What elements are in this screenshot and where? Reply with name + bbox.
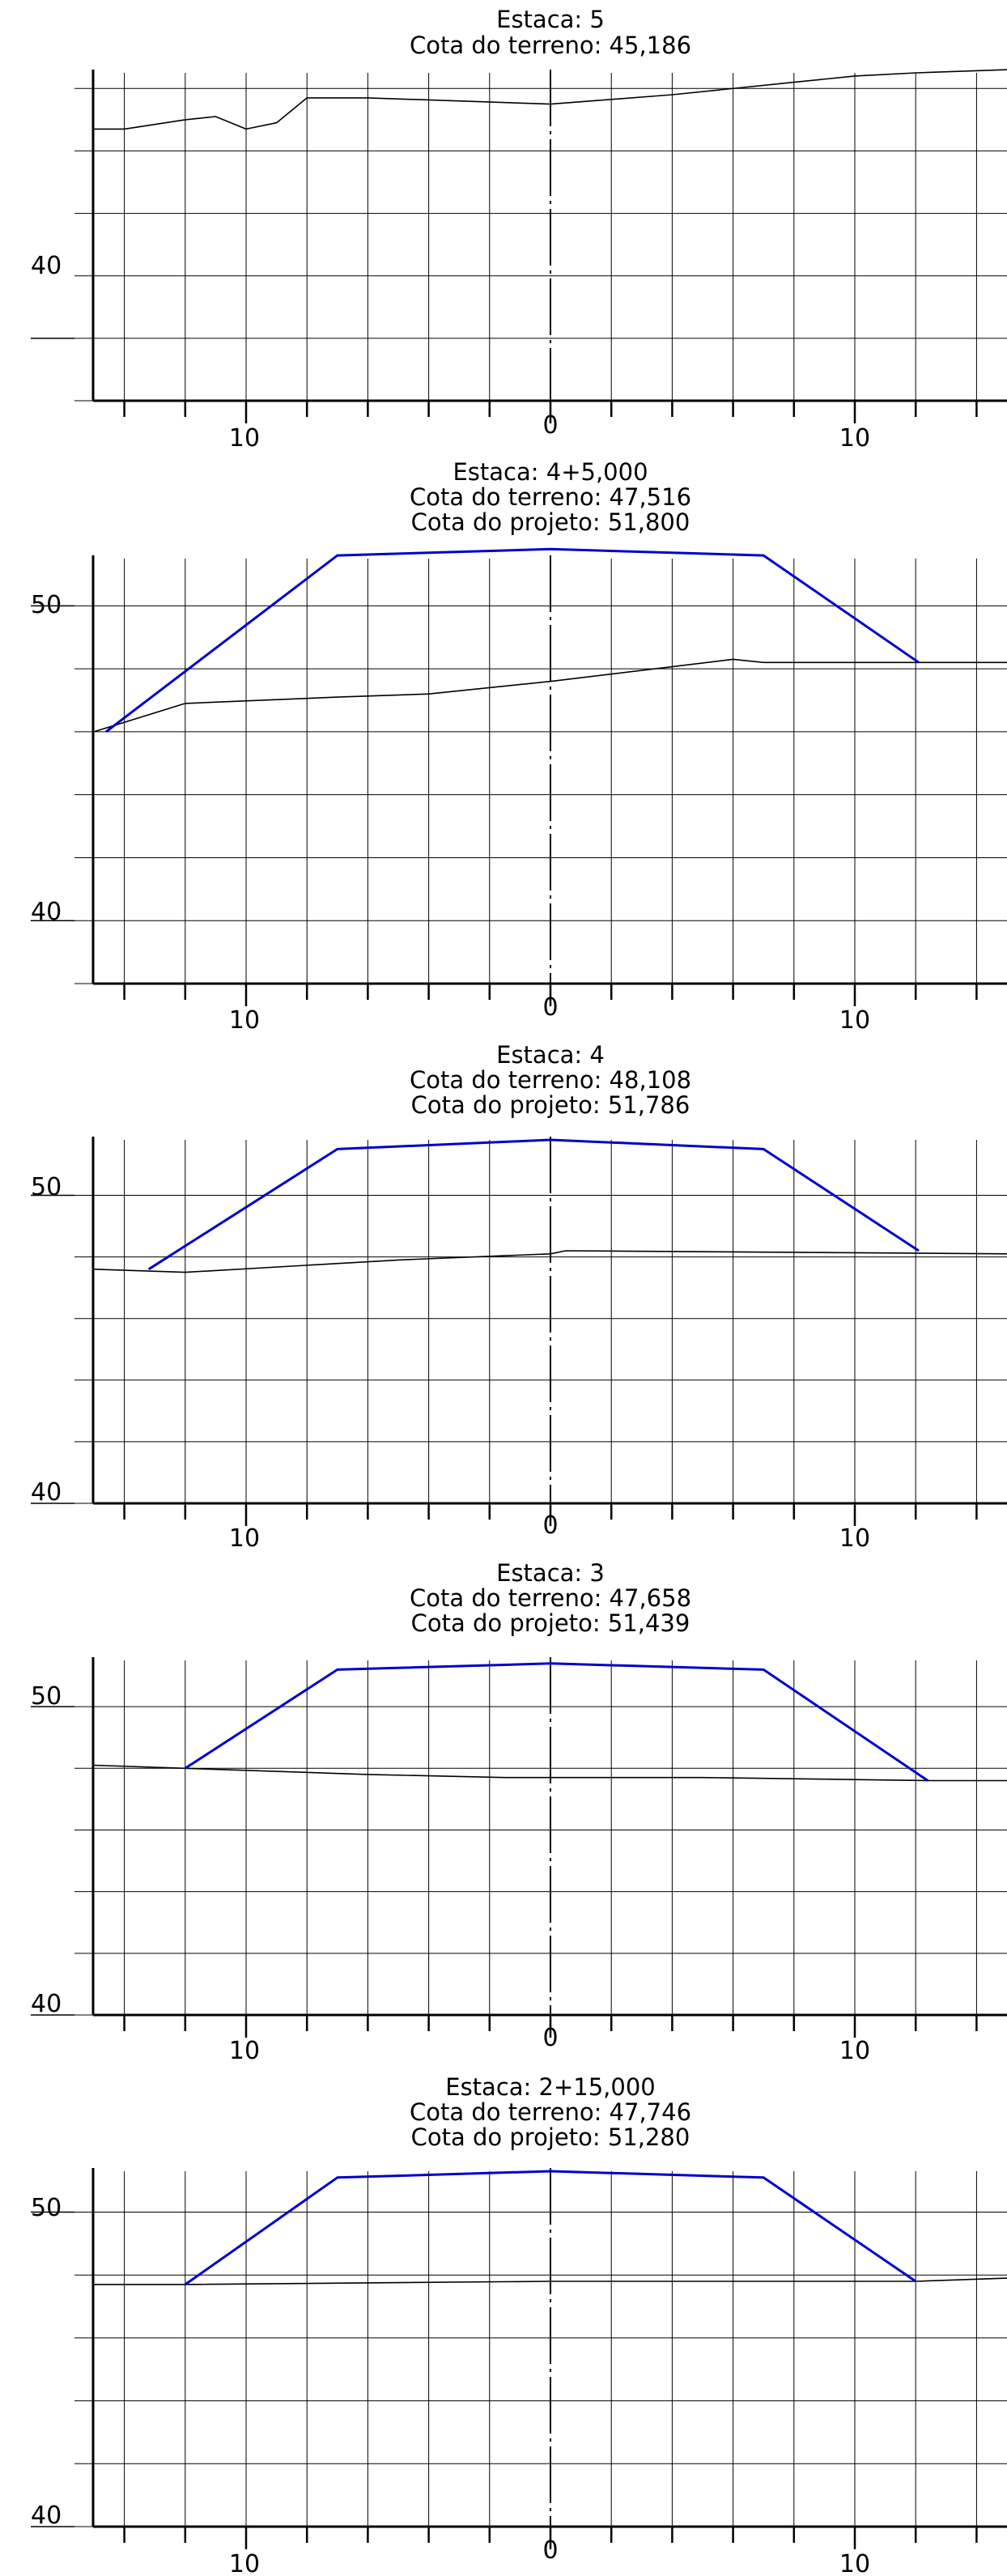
x-tick-label: 10 (229, 2037, 260, 2065)
section-estaca-2-15000: Estaca: 2+15,000 Cota do terreno: 47,746… (31, 2073, 1007, 2576)
section-header-line-1: Estaca: 3 (496, 1559, 605, 1587)
terrain-profile-line (93, 1764, 1007, 1782)
section-header-line-1: Estaca: 4+5,000 (453, 458, 648, 486)
terrain-profile-line (93, 658, 1007, 733)
section-estaca-3: Estaca: 3 Cota do terreno: 47,658 Cota d… (31, 1559, 1007, 2065)
section-header-line-1: Estaca: 4 (496, 1041, 605, 1069)
section-header-line-2: Cota do terreno: 45,186 (410, 32, 691, 59)
x-tick-label: 0 (542, 2536, 558, 2565)
section-header-line-2: Cota do terreno: 47,746 (410, 2098, 691, 2126)
section-header-line-2: Cota do terreno: 48,108 (410, 1066, 691, 1094)
section-header-line-2: Cota do terreno: 47,658 (410, 1584, 691, 1612)
y-tick-label: 50 (31, 2194, 62, 2222)
terrain-profile-line (94, 69, 1007, 130)
x-tick-label: 10 (839, 1006, 870, 1035)
section-header-line-1: Estaca: 2+15,000 (445, 2073, 656, 2101)
x-tick-label: 10 (229, 424, 260, 453)
project-profile-line (184, 2170, 917, 2286)
x-tick-label: 10 (839, 424, 870, 453)
y-tick-label: 40 (31, 2502, 62, 2530)
y-tick-label: 40 (31, 1990, 62, 2018)
x-tick-label: 10 (229, 1524, 260, 1553)
project-profile-line (147, 1138, 920, 1271)
section-estaca-4-5000: Estaca: 4+5,000 Cota do terreno: 47,516 … (31, 458, 1007, 1035)
section-header-line-3: Cota do projeto: 51,280 (411, 2123, 690, 2151)
y-tick-label: 40 (31, 252, 62, 280)
y-tick-label: 50 (31, 1173, 62, 1201)
section-header-line-1: Estaca: 5 (496, 6, 605, 33)
x-tick-label: 10 (229, 2550, 260, 2576)
section-header-line-3: Cota do projeto: 51,786 (411, 1091, 690, 1119)
x-tick-label: 10 (839, 2550, 870, 2576)
section-header-line-3: Cota do projeto: 51,800 (411, 508, 690, 536)
x-tick-label: 0 (542, 993, 558, 1022)
project-profile-line (184, 1662, 929, 1782)
x-tick-label: 0 (542, 2024, 558, 2052)
section-header-line-2: Cota do terreno: 47,516 (410, 483, 691, 511)
y-tick-label: 50 (31, 1682, 62, 1711)
y-tick-label: 40 (31, 1478, 62, 1507)
y-tick-label: 50 (31, 591, 62, 619)
section-estaca-4: Estaca: 4 Cota do terreno: 48,108 Cota d… (31, 1041, 1007, 1553)
x-tick-label: 10 (229, 1006, 260, 1035)
section-header-line-3: Cota do projeto: 51,439 (411, 1609, 690, 1637)
y-tick-label: 40 (31, 898, 62, 926)
x-tick-label: 0 (542, 411, 558, 440)
x-tick-label: 10 (839, 1524, 870, 1553)
project-profile-line (105, 547, 920, 733)
terrain-profile-line (94, 2277, 1007, 2285)
x-tick-label: 10 (839, 2037, 870, 2065)
terrain-profile-line (93, 1250, 1007, 1273)
section-estaca-5: Estaca: 5 Cota do terreno: 45,186 10 0 1… (31, 6, 1007, 453)
